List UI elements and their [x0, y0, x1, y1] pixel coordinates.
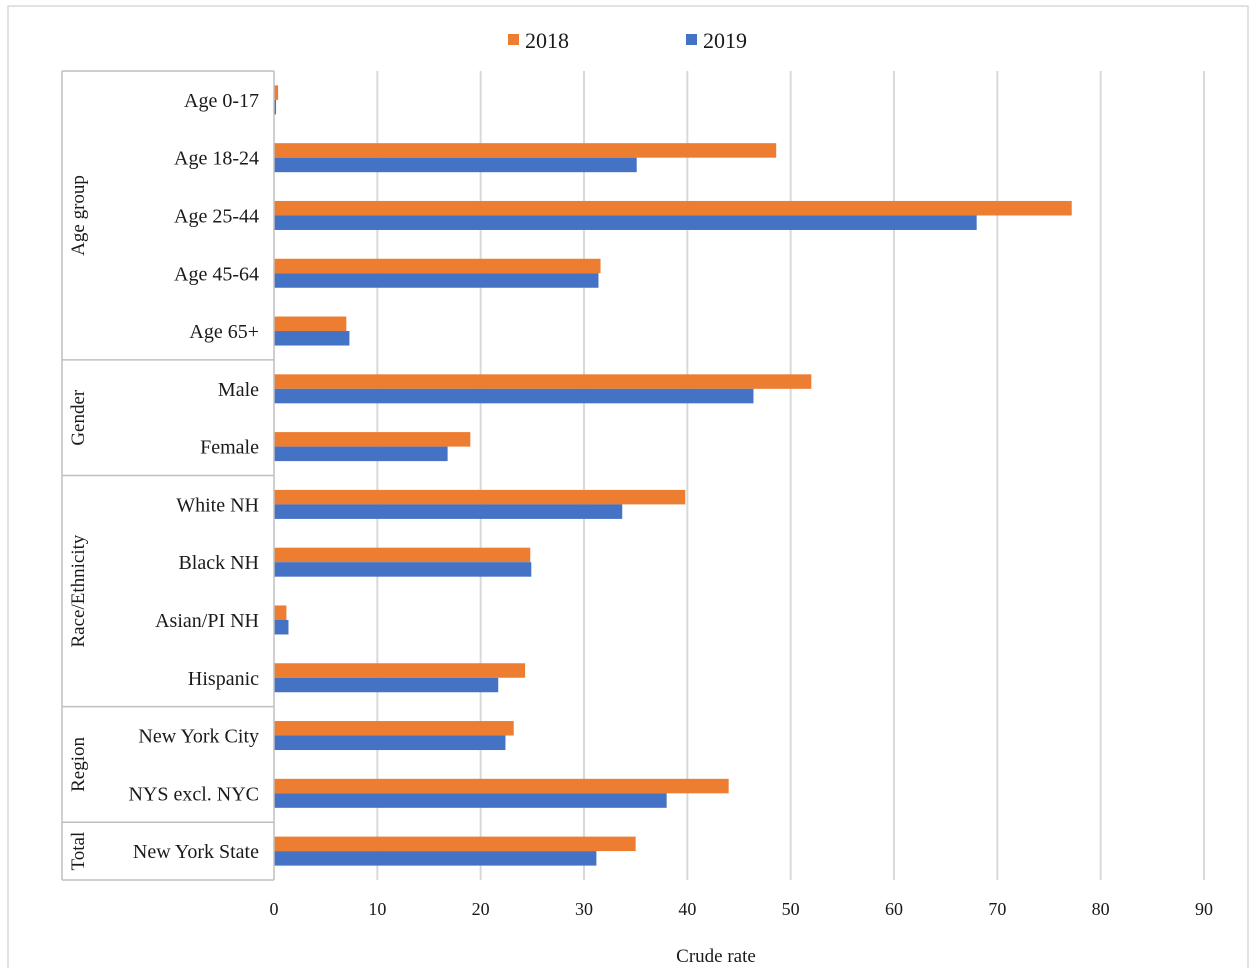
- group-label: Region: [68, 736, 89, 791]
- x-tick-label: 20: [472, 899, 490, 919]
- category-label: Black NH: [178, 552, 259, 574]
- x-tick-label: 60: [885, 899, 903, 919]
- group-label: Gender: [68, 389, 89, 446]
- category-label: Asian/PI NH: [155, 610, 259, 632]
- bar-2018: [274, 200, 1072, 216]
- category-labels: Age 0-17 Age 18-24 Age 25-44 Age 45-64 Age 6…: [128, 90, 259, 863]
- x-axis-title: Crude rate: [676, 946, 756, 967]
- category-label: Age 45-64: [174, 263, 259, 285]
- bar-2018: [274, 721, 514, 736]
- category-label: Male: [218, 379, 259, 401]
- x-tick-label: 50: [782, 899, 800, 919]
- category-label: Hispanic: [188, 668, 259, 690]
- bar-2018: [274, 316, 347, 332]
- bar-2019: [274, 331, 350, 346]
- group-label: Age group: [68, 175, 89, 256]
- bar-2019: [274, 851, 597, 866]
- bar-2019: [274, 99, 277, 115]
- x-tick-label: 0: [270, 899, 279, 919]
- x-tick-label: 10: [368, 899, 386, 919]
- bar-2019: [274, 446, 448, 462]
- x-tick-label: 80: [1092, 899, 1110, 919]
- group-labels: Age group Gender Race/Ethnicity Region Total: [68, 175, 89, 870]
- bar-2019: [274, 157, 637, 173]
- category-label: New York State: [133, 841, 259, 863]
- x-tick-label: 40: [678, 899, 696, 919]
- bar-2019: [274, 504, 623, 519]
- category-label: Age 0-17: [184, 90, 259, 112]
- category-label: New York City: [138, 726, 259, 748]
- group-label: Race/Ethnicity: [68, 534, 89, 647]
- bar-2019: [274, 562, 532, 577]
- category-label: Age 65+: [189, 321, 259, 343]
- bar-2018: [274, 547, 531, 563]
- bar-2019: [274, 677, 499, 693]
- x-tick-label: 70: [988, 899, 1006, 919]
- bar-2019: [274, 215, 977, 230]
- category-label: White NH: [176, 494, 259, 516]
- legend: 2018 2019: [508, 28, 747, 53]
- category-label: Age 18-24: [174, 148, 259, 170]
- legend-swatch-2019: [686, 34, 697, 45]
- legend-swatch-2018: [508, 34, 519, 45]
- bar-2019: [274, 619, 289, 635]
- bar-2019: [274, 273, 599, 288]
- bar-2018: [274, 489, 686, 505]
- x-tick-label: 90: [1195, 899, 1213, 919]
- bar-2018: [274, 605, 287, 620]
- bar-2019: [274, 388, 754, 404]
- x-tick-label: 30: [575, 899, 593, 919]
- bar-2018: [274, 374, 812, 389]
- bar-2019: [274, 735, 506, 751]
- bar-2018: [274, 258, 601, 274]
- x-tick-labels: 0 10 20 30 40 50 60 70 80 90: [270, 899, 1214, 919]
- bar-2018: [274, 663, 526, 678]
- bars: [274, 85, 1072, 866]
- bar-2018: [274, 836, 636, 852]
- bar-2018: [274, 85, 279, 100]
- bar-2019: [274, 793, 667, 808]
- category-axis: [61, 70, 275, 881]
- bar-2018: [274, 778, 729, 794]
- category-label: NYS excl. NYC: [128, 783, 259, 805]
- category-label: Age 25-44: [174, 205, 259, 227]
- group-label: Total: [68, 832, 89, 871]
- legend-label: 2018: [525, 28, 569, 53]
- legend-label: 2019: [703, 28, 747, 53]
- bar-2018: [274, 143, 777, 158]
- bar-2018: [274, 432, 471, 447]
- category-label: Female: [200, 437, 259, 459]
